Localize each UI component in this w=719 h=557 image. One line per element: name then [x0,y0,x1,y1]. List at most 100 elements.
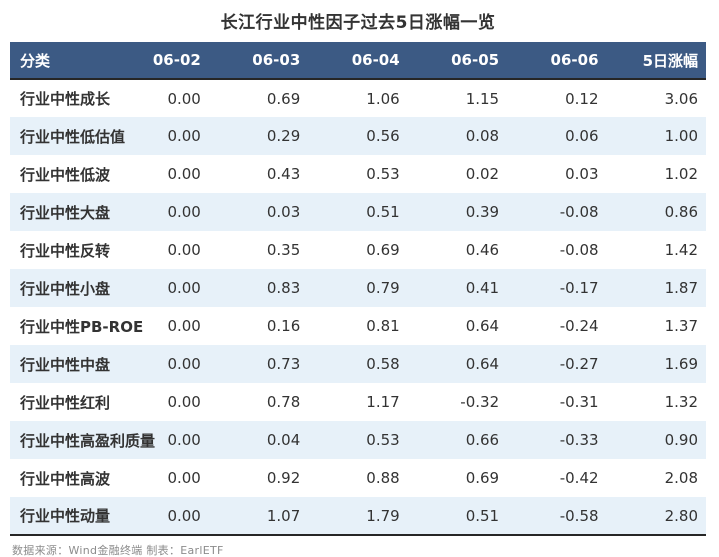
value-cell: 1.32 [664,393,698,411]
value-cell: 0.81 [366,317,400,335]
value-cell: 0.79 [366,279,400,297]
value-cell: 0.83 [266,279,301,297]
value-cell: 0.78 [266,393,301,411]
value-cell: 2.80 [664,506,698,525]
value-cell: 1.07 [266,506,301,525]
column-header-category: 分类 [20,51,51,70]
value-cell: 0.46 [465,241,500,259]
value-cell: 1.17 [366,393,400,411]
table-header: 分类 06-02 06-03 06-04 06-05 06-06 5日涨幅 [10,42,706,79]
value-cell: 1.79 [366,506,400,525]
value-cell: 0.00 [167,165,201,183]
table-row: 行业中性小盘 0.00 0.83 0.79 0.41 -0.17 1.87 [10,269,706,307]
row-label: 行业中性低估值 [20,127,126,146]
value-cell: -0.24 [559,317,599,335]
value-cell: 0.39 [465,203,500,221]
value-cell: 0.88 [366,469,400,487]
value-cell: -0.08 [559,203,599,221]
value-cell: 0.00 [167,506,201,525]
value-cell: 1.02 [664,165,698,183]
value-cell: -0.32 [460,393,500,411]
value-cell: 0.51 [366,203,400,221]
row-label: 行业中性中盘 [20,355,111,374]
table-row: 行业中性低估值 0.00 0.29 0.56 0.08 0.06 1.00 [10,117,706,155]
value-cell: 0.03 [565,165,599,183]
column-header: 06-05 [451,51,500,69]
value-cell: 0.64 [465,317,500,335]
value-cell: 0.64 [465,355,500,373]
value-cell: 3.06 [664,89,698,108]
value-cell: 0.73 [266,355,301,373]
value-cell: 0.03 [266,203,301,221]
column-header: 06-04 [351,51,400,69]
value-cell: 0.53 [366,165,400,183]
value-cell: 0.29 [266,127,301,145]
value-cell: 0.00 [167,127,201,145]
value-cell: 0.04 [266,431,301,449]
table-row: 行业中性中盘 0.00 0.73 0.58 0.64 -0.27 1.69 [10,345,706,383]
value-cell: 0.92 [266,469,301,487]
table-row: 行业中性高波 0.00 0.92 0.88 0.69 -0.42 2.08 [10,459,706,497]
value-cell: 0.00 [167,355,201,373]
value-cell: 0.00 [167,431,201,449]
table-row: 行业中性动量 0.00 1.07 1.79 0.51 -0.58 2.80 [10,497,706,535]
column-header: 06-06 [550,51,599,69]
value-cell: 1.42 [664,241,698,259]
value-cell: 0.35 [266,241,301,259]
table-row: 行业中性PB-ROE 0.00 0.16 0.81 0.64 -0.24 1.37 [10,307,706,345]
value-cell: 0.51 [465,506,500,525]
value-cell: 1.37 [664,317,698,335]
value-cell: 0.00 [167,393,201,411]
value-cell: 0.00 [167,241,201,259]
table-row: 行业中性低波 0.00 0.43 0.53 0.02 0.03 1.02 [10,155,706,193]
row-label: 行业中性成长 [20,90,111,108]
value-cell: 1.69 [664,355,698,373]
source-note: 数据来源：Wind金融终端 制表：EarlETF [12,544,224,557]
column-header: 06-03 [252,51,301,69]
value-cell: 0.02 [465,165,500,183]
factor-table: 分类 06-02 06-03 06-04 06-05 06-06 5日涨幅 行业中性成长 0.… [10,42,706,536]
value-cell: -0.42 [559,469,599,487]
value-cell: 0.86 [664,203,698,221]
value-cell: 1.15 [465,89,500,108]
value-cell: 0.69 [465,469,500,487]
value-cell: -0.08 [559,241,599,259]
value-cell: 1.00 [664,127,698,145]
row-label: 行业中性PB-ROE [20,317,144,336]
row-label: 行业中性高波 [20,469,111,488]
row-label: 行业中性反转 [20,241,111,260]
value-cell: 0.69 [366,241,400,259]
value-cell: 0.58 [366,355,400,373]
value-cell: 0.00 [167,279,201,297]
value-cell: 0.08 [465,127,500,145]
value-cell: 2.08 [664,469,698,487]
table-row: 行业中性高盈利质量 0.00 0.04 0.53 0.66 -0.33 0.90 [10,421,706,459]
row-label: 行业中性动量 [20,507,111,525]
value-cell: 0.16 [266,317,301,335]
value-cell: 0.43 [266,165,301,183]
value-cell: 0.06 [565,127,599,145]
value-cell: -0.58 [559,506,599,525]
value-cell: 0.53 [366,431,400,449]
value-cell: -0.27 [559,355,599,373]
row-label: 行业中性高盈利质量 [20,431,156,450]
value-cell: -0.17 [559,279,599,297]
column-header: 06-02 [152,51,201,69]
value-cell: 1.06 [366,89,400,108]
value-cell: 0.00 [167,203,201,221]
table-row: 行业中性成长 0.00 0.69 1.06 1.15 0.12 3.06 [10,79,706,117]
value-cell: 0.12 [565,89,599,108]
table-row: 行业中性红利 0.00 0.78 1.17 -0.32 -0.31 1.32 [10,383,706,421]
value-cell: 0.00 [167,317,201,335]
value-cell: 1.87 [664,279,698,297]
header-row: 分类 06-02 06-03 06-04 06-05 06-06 5日涨幅 [10,42,706,79]
row-label: 行业中性低波 [20,165,111,184]
table-row: 行业中性大盘 0.00 0.03 0.51 0.39 -0.08 0.86 [10,193,706,231]
table-body: 行业中性成长 0.00 0.69 1.06 1.15 0.12 3.06 行业中性低估值 0.0… [10,79,706,535]
value-cell: 0.66 [465,431,500,449]
row-label: 行业中性红利 [20,393,111,412]
value-cell: 0.90 [664,431,698,449]
value-cell: -0.31 [559,393,599,411]
value-cell: 0.69 [266,89,301,108]
